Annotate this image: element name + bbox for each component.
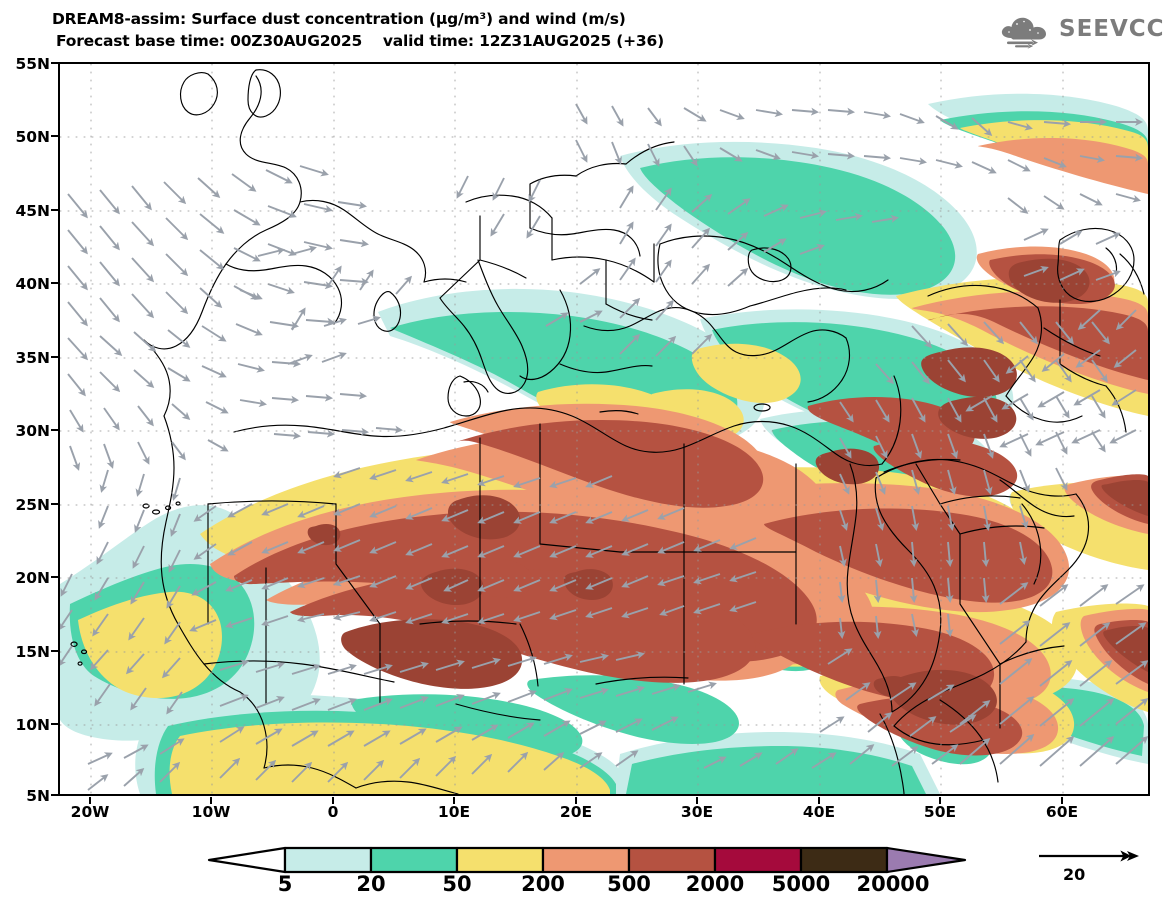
ytick-label-1: 50N (15, 128, 50, 146)
page-title: DREAM8-assim: Surface dust concentration… (52, 10, 626, 28)
ytick-label-6: 25N (15, 496, 50, 514)
ytick-mark-0 (51, 62, 58, 64)
colorbar-cell-6 (799, 846, 889, 874)
colorbar-label-5: 2000 (685, 872, 745, 896)
ytick-label-5: 30N (15, 422, 50, 440)
map-gridlines (60, 64, 1148, 794)
xtick-mark-5 (696, 797, 698, 804)
xtick-mark-2 (332, 797, 334, 804)
colorbar-cell-0 (283, 846, 373, 874)
xtick-mark-8 (1061, 797, 1063, 804)
ytick-mark-5 (51, 429, 58, 431)
xtick-label-6: 40E (802, 803, 836, 821)
ytick-mark-9 (51, 723, 58, 725)
colorbar-over-arrow (885, 846, 967, 874)
ytick-label-3: 40N (15, 275, 50, 293)
xtick-mark-6 (818, 797, 820, 804)
ytick-mark-4 (51, 356, 58, 358)
ytick-label-8: 15N (15, 643, 50, 661)
colorbar-label-6: 5000 (771, 872, 831, 896)
xtick-mark-7 (939, 797, 941, 804)
colorbar-label-4: 500 (607, 872, 651, 896)
colorbar-label-7: 20000 (856, 872, 930, 896)
ytick-mark-8 (51, 650, 58, 652)
xtick-label-1: 10W (191, 803, 231, 821)
colorbar-label-0: 5 (277, 872, 293, 896)
xtick-label-0: 20W (70, 803, 110, 821)
header: DREAM8-assim: Surface dust concentration… (0, 0, 1165, 58)
ytick-mark-3 (51, 282, 58, 284)
xtick-label-7: 50E (923, 803, 957, 821)
xtick-mark-0 (89, 797, 91, 804)
xtick-label-3: 10E (437, 803, 471, 821)
ytick-mark-1 (51, 135, 58, 137)
logo-text: SEEVCCC (1059, 16, 1165, 42)
xtick-label-2: 0 (327, 803, 339, 821)
colorbar[interactable] (207, 845, 967, 875)
colorbar-cell-2 (455, 846, 545, 874)
colorbar-label-3: 200 (521, 872, 565, 896)
cloud-wind-icon (1001, 17, 1046, 49)
ytick-mark-2 (51, 209, 58, 211)
wind-vector-field (60, 103, 1148, 791)
wind-scale-key: 20 (1035, 848, 1155, 892)
xtick-label-5: 30E (680, 803, 714, 821)
dust-concentration-map[interactable] (58, 62, 1150, 796)
wind-key-arrow-icon (1039, 850, 1139, 862)
ytick-mark-6 (51, 503, 58, 505)
xtick-label-8: 60E (1045, 803, 1079, 821)
ytick-label-2: 45N (15, 202, 50, 220)
colorbar-cell-1 (369, 846, 459, 874)
ytick-label-0: 55N (15, 55, 50, 73)
xtick-mark-1 (210, 797, 212, 804)
ytick-label-4: 35N (15, 349, 50, 367)
colorbar-swatches (207, 846, 967, 874)
colorbar-label-2: 50 (442, 872, 472, 896)
colorbar-cell-5 (713, 846, 803, 874)
xtick-mark-3 (453, 797, 455, 804)
xtick-label-4: 20E (559, 803, 593, 821)
colorbar-under-arrow (207, 846, 287, 874)
title-block: DREAM8-assim: Surface dust concentration… (52, 8, 664, 52)
xtick-mark-4 (575, 797, 577, 804)
map-canvas (60, 64, 1148, 794)
ytick-mark-10 (51, 794, 58, 796)
ytick-label-7: 20N (15, 569, 50, 587)
ytick-mark-7 (51, 576, 58, 578)
forecast-time-subtitle: Forecast base time: 00Z30AUG2025 valid t… (56, 32, 664, 50)
colorbar-cell-3 (541, 846, 631, 874)
colorbar-cell-4 (627, 846, 717, 874)
colorbar-label-1: 20 (356, 872, 386, 896)
ytick-label-9: 10N (15, 716, 50, 734)
ytick-label-10: 5N (26, 787, 50, 805)
seevccc-logo: SEEVCCC (997, 12, 1165, 50)
coastlines-and-borders (70, 69, 1145, 794)
wind-key-label: 20 (1063, 865, 1086, 884)
contour-band-2000 (307, 258, 1148, 725)
colorbar-labels: 5 20 50 200 500 2000 5000 20000 (207, 872, 997, 898)
